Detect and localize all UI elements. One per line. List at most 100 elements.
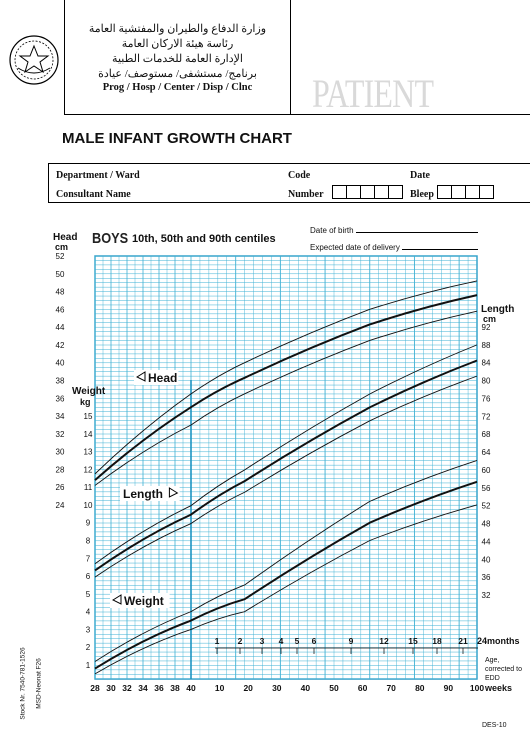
head-p90-curve [94,280,478,475]
week-tick: 100 [470,683,484,693]
length-tick: 36 [482,573,491,582]
week-tick: 38 [170,683,180,693]
head-tick: 44 [56,323,65,332]
week-tick: 30 [106,683,116,693]
week-tick: 34 [138,683,148,693]
age-note-line1: Age, [485,657,499,664]
series-label-bg [120,486,180,501]
weight-axis-unit: kg [80,397,91,407]
arabic-line-2: رئاسة هيئة الاركان العامة [121,38,234,50]
week-tick: 28 [90,683,100,693]
head-tick: 30 [56,448,65,457]
length-p50-curve [94,359,478,572]
emblem-icon [8,34,60,86]
head-tick: 40 [56,359,65,368]
month-tick: 1 [215,636,220,646]
series-label-bg [110,593,170,608]
length-tick: 92 [482,323,491,332]
month-tick: 5 [295,636,300,646]
length-axis-label: Length [481,304,514,315]
age-note-line2: corrected to [485,666,522,673]
weight-tick: 4 [86,608,91,617]
month-tick: 4 [279,636,284,646]
centiles-label: 10th, 50th and 90th centiles [132,233,276,245]
length-axis-unit: cm [483,314,496,324]
weight-tick: 13 [84,448,93,457]
length-tick: 80 [482,377,491,386]
week-tick: 20 [243,683,253,693]
form-number: MSD-Neonat F26 [35,658,43,709]
weight-tick: 11 [84,483,93,492]
weight-series-label: Weight [110,593,170,608]
months-label: 24months [477,636,520,646]
head-p50-curve [94,294,478,481]
arabic-line-4: برنامج/ مستشفى/ مستوصف/ عيادة [98,68,257,80]
series-label-text: Head [148,371,177,385]
chart-labels: Headcm525048464442403836343230282624Weig… [53,232,522,693]
prog-line: Prog / Hosp / Center / Disp / Clnc [102,82,253,93]
weight-tick: 15 [84,412,93,421]
series-arrow-icon [111,594,122,605]
head-tick: 52 [56,252,65,261]
length-tick: 88 [482,341,491,350]
length-tick: 48 [482,520,491,529]
bleep-boxes[interactable] [437,185,494,204]
head-series-label: Head [134,370,179,385]
week-tick: 60 [358,683,368,693]
date-of-birth-label: Date of birth [310,226,478,235]
week-tick: 70 [386,683,396,693]
weight-tick: 10 [84,501,93,510]
month-tick: 2 [238,636,243,646]
head-tick: 24 [56,501,65,510]
week-tick: 40 [186,683,196,693]
header-divider-right [290,0,291,115]
head-tick: 36 [56,394,65,403]
form-bottom-line [48,202,530,203]
series-arrow-icon [135,371,146,382]
weight-tick: 2 [86,643,91,652]
weight-axis-label: Weight [72,386,106,397]
patient-label: PATIENT [312,71,434,116]
length-tick: 56 [482,484,491,493]
number-boxes[interactable] [332,185,403,204]
weight-tick: 8 [86,537,91,546]
length-p10-curve [94,375,478,578]
weight-tick: 1 [86,661,91,670]
weight-p50-curve [94,480,478,670]
week-tick: 10 [215,683,225,693]
head-p10-curve [94,310,478,486]
week-tick: 30 [272,683,282,693]
length-tick: 52 [482,502,491,511]
weight-tick: 12 [84,465,93,474]
head-tick: 42 [56,341,65,350]
head-axis-unit: cm [55,242,68,252]
weeks-label: weeks [484,683,512,693]
head-tick: 34 [56,412,65,421]
form-top-line [48,163,530,164]
length-tick: 84 [482,359,491,368]
chart-curves [94,280,478,675]
department-label: Department / Ward [56,170,140,181]
weight-p10-curve [94,504,478,675]
consultant-label: Consultant Name [56,189,131,200]
form-left-line [48,163,49,203]
stock-number: Stock Nr. 7540-781-1526 [19,647,27,720]
head-tick: 38 [56,377,65,386]
month-tick: 18 [432,636,442,646]
length-tick: 64 [482,448,491,457]
length-tick: 40 [482,555,491,564]
length-tick: 32 [482,591,491,600]
month-tick: 6 [312,636,317,646]
length-p90-curve [94,344,478,565]
week-tick: 36 [154,683,164,693]
series-arrow-icon [168,487,179,498]
length-tick: 60 [482,466,491,475]
weight-tick: 9 [86,519,91,528]
number-label: Number [288,189,324,200]
length-tick: 72 [482,412,491,421]
week-tick: 80 [415,683,425,693]
age-note-line3: EDD [485,675,500,682]
des-code: DES-10 [482,722,507,729]
expected-delivery-label: Expected date of delivery [310,243,479,252]
